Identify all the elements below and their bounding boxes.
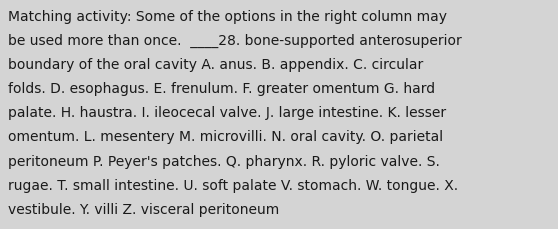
- Text: vestibule. Y. villi Z. visceral peritoneum: vestibule. Y. villi Z. visceral peritone…: [8, 202, 280, 216]
- Text: omentum. L. mesentery M. microvilli. N. oral cavity. O. parietal: omentum. L. mesentery M. microvilli. N. …: [8, 130, 444, 144]
- Text: Matching activity: Some of the options in the right column may: Matching activity: Some of the options i…: [8, 10, 448, 24]
- Text: folds. D. esophagus. E. frenulum. F. greater omentum G. hard: folds. D. esophagus. E. frenulum. F. gre…: [8, 82, 435, 96]
- Text: palate. H. haustra. I. ileocecal valve. J. large intestine. K. lesser: palate. H. haustra. I. ileocecal valve. …: [8, 106, 446, 120]
- Text: be used more than once.  ____28. bone-supported anterosuperior: be used more than once. ____28. bone-sup…: [8, 34, 462, 48]
- Text: boundary of the oral cavity A. anus. B. appendix. C. circular: boundary of the oral cavity A. anus. B. …: [8, 58, 424, 72]
- Text: peritoneum P. Peyer's patches. Q. pharynx. R. pyloric valve. S.: peritoneum P. Peyer's patches. Q. pharyn…: [8, 154, 440, 168]
- Text: rugae. T. small intestine. U. soft palate V. stomach. W. tongue. X.: rugae. T. small intestine. U. soft palat…: [8, 178, 459, 192]
